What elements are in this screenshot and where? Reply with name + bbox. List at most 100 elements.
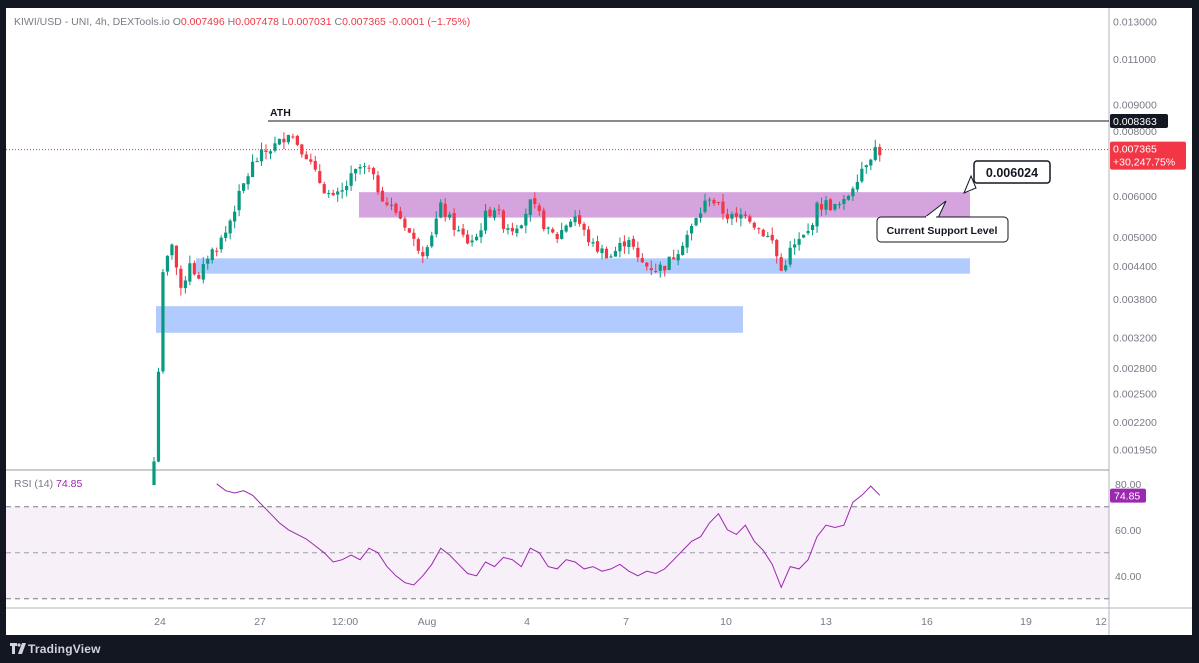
candle-body[interactable] <box>376 175 380 193</box>
candle-body[interactable] <box>802 234 806 238</box>
candle-body[interactable] <box>165 255 170 272</box>
candle-body[interactable] <box>336 191 340 195</box>
candle-body[interactable] <box>524 213 528 226</box>
candle-body[interactable] <box>649 268 653 271</box>
candle-body[interactable] <box>784 265 788 271</box>
candle-body[interactable] <box>295 135 299 145</box>
candle-body[interactable] <box>788 247 792 265</box>
rsi-line[interactable] <box>216 483 881 589</box>
candle-body[interactable] <box>703 200 707 212</box>
candle-body[interactable] <box>622 241 626 247</box>
candle-body[interactable] <box>282 138 286 143</box>
candle-body[interactable] <box>578 215 582 224</box>
candle-body[interactable] <box>519 225 523 229</box>
candle-body[interactable] <box>174 245 178 268</box>
candle-body[interactable] <box>443 203 447 217</box>
candle-body[interactable] <box>340 190 344 192</box>
candle-body[interactable] <box>273 143 277 151</box>
candle-body[interactable] <box>748 216 752 222</box>
candle-body[interactable] <box>474 236 479 241</box>
candle-body[interactable] <box>318 171 322 184</box>
candle-body[interactable] <box>636 247 640 258</box>
candle-body[interactable] <box>743 214 747 216</box>
candle-body[interactable] <box>362 166 367 168</box>
candle-body[interactable] <box>215 250 219 252</box>
candle-body[interactable] <box>712 199 716 204</box>
candle-body[interactable] <box>793 244 797 248</box>
candle-body[interactable] <box>591 242 595 244</box>
candle-body[interactable] <box>694 217 698 226</box>
candle-body[interactable] <box>569 221 573 227</box>
candle-body[interactable] <box>757 228 761 230</box>
candle-body[interactable] <box>242 183 246 191</box>
candle-body[interactable] <box>506 228 510 230</box>
candle-body[interactable] <box>228 220 232 234</box>
candle-body[interactable] <box>461 228 465 235</box>
candle-body[interactable] <box>371 167 376 175</box>
candle-body[interactable] <box>533 198 537 205</box>
candle-body[interactable] <box>264 150 268 153</box>
candle-body[interactable] <box>389 204 394 206</box>
candle-body[interactable] <box>595 241 600 252</box>
candle-body[interactable] <box>255 161 259 163</box>
candle-body[interactable] <box>685 234 689 248</box>
candle-body[interactable] <box>313 160 317 170</box>
candle-body[interactable] <box>291 136 295 138</box>
candle-body[interactable] <box>219 237 223 250</box>
candle-body[interactable] <box>707 199 712 201</box>
candle-body[interactable] <box>806 231 810 234</box>
candle-body[interactable] <box>640 258 644 263</box>
candle-body[interactable] <box>770 234 774 241</box>
candle-body[interactable] <box>873 146 877 160</box>
candle-body[interactable] <box>797 239 801 245</box>
candle-body[interactable] <box>716 201 721 203</box>
candle-body[interactable] <box>810 225 815 231</box>
candle-body[interactable] <box>582 223 586 230</box>
candle-body[interactable] <box>425 247 429 257</box>
candle-body[interactable] <box>837 204 842 206</box>
candle-body[interactable] <box>394 203 398 213</box>
candle-body[interactable] <box>775 239 779 257</box>
candle-body[interactable] <box>869 159 873 166</box>
candle-body[interactable] <box>385 202 389 205</box>
candle-body[interactable] <box>779 257 783 271</box>
candle-body[interactable] <box>824 200 828 210</box>
candle-body[interactable] <box>721 201 725 214</box>
candle-body[interactable] <box>327 192 331 194</box>
candle-body[interactable] <box>201 264 205 280</box>
candle-body[interactable] <box>358 167 362 169</box>
candle-body[interactable] <box>546 227 550 229</box>
candle-body[interactable] <box>676 254 680 261</box>
candle-body[interactable] <box>828 199 833 211</box>
candle-body[interactable] <box>492 210 497 218</box>
price-chart[interactable]: ATH 0.006024 Current Support Level 0.013000… <box>6 8 1192 635</box>
candle-body[interactable] <box>268 151 273 154</box>
candle-body[interactable] <box>224 232 228 238</box>
candle-body[interactable] <box>510 227 514 232</box>
candle-body[interactable] <box>309 159 313 162</box>
candle-body[interactable] <box>407 228 411 233</box>
candle-body[interactable] <box>206 258 210 264</box>
candle-body[interactable] <box>663 265 667 271</box>
candle-body[interactable] <box>551 229 555 233</box>
candle-body[interactable] <box>197 274 201 279</box>
candle-body[interactable] <box>815 202 819 227</box>
candle-body[interactable] <box>613 251 618 257</box>
candle-body[interactable] <box>586 229 591 243</box>
candle-body[interactable] <box>300 144 304 155</box>
candle-body[interactable] <box>604 248 609 259</box>
candle-body[interactable] <box>730 214 734 219</box>
candle-body[interactable] <box>466 234 470 244</box>
candle-body[interactable] <box>488 209 492 217</box>
candle-body[interactable] <box>542 210 546 230</box>
candle-body[interactable] <box>833 203 837 210</box>
candle-body[interactable] <box>403 218 407 228</box>
candle-body[interactable] <box>161 272 165 372</box>
candle-body[interactable] <box>322 184 326 194</box>
candle-body[interactable] <box>331 192 335 196</box>
candle-body[interactable] <box>761 229 765 237</box>
candle-body[interactable] <box>739 214 743 219</box>
candle-body[interactable] <box>250 161 255 178</box>
candle-body[interactable] <box>842 199 846 204</box>
candle-body[interactable] <box>412 232 416 239</box>
